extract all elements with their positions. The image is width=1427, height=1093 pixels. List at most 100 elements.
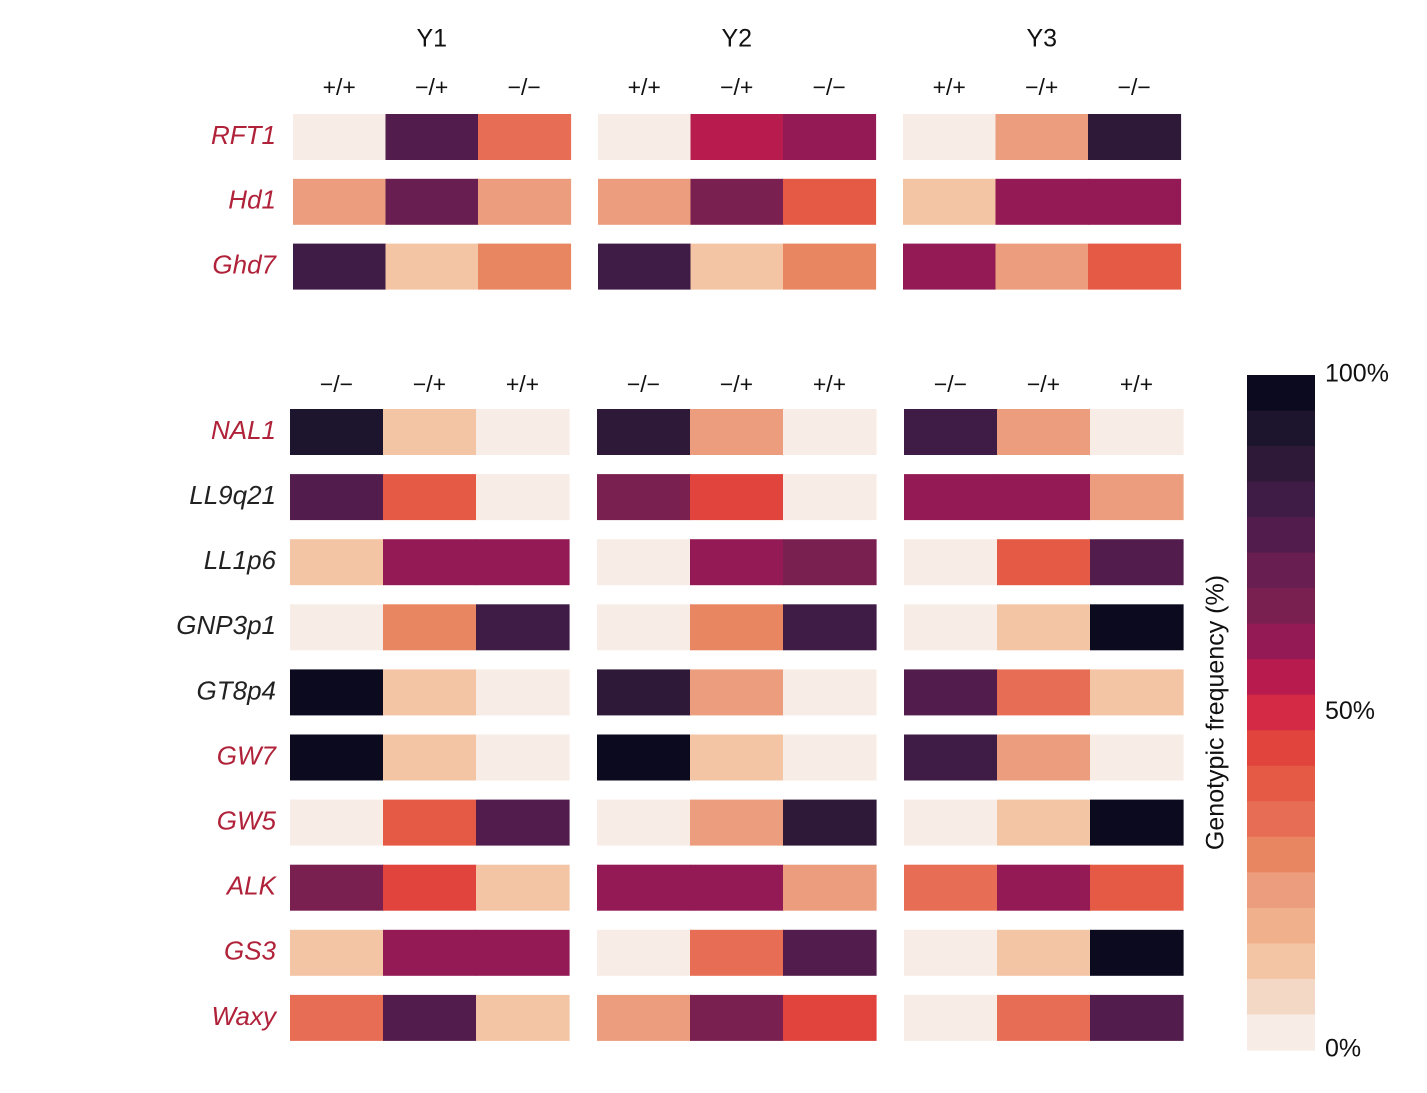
heatmap-cell	[783, 539, 877, 585]
heatmap-cell	[478, 179, 571, 225]
genotype-label: +/+	[813, 371, 846, 397]
heatmap-cell	[1090, 735, 1184, 781]
color-scale-legend: 100% 50% 0% Genotypic frequency (%)	[1202, 360, 1389, 1063]
color-scale-segment	[1247, 553, 1315, 589]
heatmap-cell	[690, 800, 784, 846]
heatmap-cell	[1088, 244, 1181, 290]
color-scale-tick-label: 0%	[1325, 1035, 1361, 1063]
heatmap-cell	[783, 409, 877, 455]
year-label: Y1	[416, 25, 447, 53]
heatmap-cell	[997, 865, 1091, 911]
heatmap-cell	[690, 669, 784, 715]
heatmap-cell	[597, 539, 691, 585]
heatmap-cell	[293, 179, 386, 225]
heatmap-cell	[386, 179, 479, 225]
heatmap-cell	[597, 409, 691, 455]
heatmap-cell	[783, 995, 877, 1041]
heatmap-cell	[290, 735, 384, 781]
heatmap-cell	[691, 244, 784, 290]
heatmap-cell	[1090, 474, 1184, 520]
heatmap-cell	[783, 474, 877, 520]
heatmap-cell	[1090, 539, 1184, 585]
gene-label: GW5	[217, 805, 277, 835]
genotype-label: −/+	[1025, 74, 1058, 100]
heatmap-cell	[1090, 930, 1184, 976]
heatmap-cell	[1090, 409, 1184, 455]
heatmap-cell	[996, 114, 1089, 160]
heatmap-cell	[904, 995, 998, 1041]
heatmap-cell	[290, 604, 384, 650]
gene-label: Hd1	[228, 185, 276, 215]
heatmap-cell	[383, 735, 477, 781]
heatmap-cell	[783, 800, 877, 846]
year-label: Y2	[721, 25, 752, 53]
heatmap-cell	[290, 865, 384, 911]
heatmap-cell	[597, 669, 691, 715]
gene-label: LL9q21	[189, 480, 276, 510]
heatmap-cell	[903, 114, 996, 160]
color-scale-segment	[1247, 411, 1315, 447]
heatmap-cell	[386, 244, 479, 290]
heatmap-cell	[690, 735, 784, 781]
genotype-label: +/+	[933, 74, 966, 100]
heatmap-cell	[904, 409, 998, 455]
heatmap-cell	[293, 244, 386, 290]
genotype-label: −/−	[508, 74, 541, 100]
heatmap-cell	[691, 179, 784, 225]
heatmap-cell	[478, 244, 571, 290]
genotype-label: −/+	[720, 371, 753, 397]
heatmap-cell	[1088, 179, 1181, 225]
genotype-label: −/+	[415, 74, 448, 100]
heatmap-cell	[383, 604, 477, 650]
heatmap-cell	[690, 930, 784, 976]
genotype-label: +/+	[323, 74, 356, 100]
heatmap-cell	[903, 244, 996, 290]
color-scale-axis-title: Genotypic frequency (%)	[1202, 575, 1230, 850]
heatmap-cell	[904, 800, 998, 846]
color-scale-segment	[1247, 837, 1315, 873]
gene-label: GT8p4	[197, 675, 277, 705]
heatmap-cell	[997, 409, 1091, 455]
heatmap-cell	[290, 995, 384, 1041]
heatmap-cell	[904, 865, 998, 911]
genotype-label: −/+	[720, 74, 753, 100]
heatmap-cell	[690, 474, 784, 520]
color-scale-segment	[1247, 766, 1315, 802]
heatmap-cell	[783, 244, 876, 290]
color-scale-tick-label: 50%	[1325, 697, 1375, 725]
heatmap-cell	[597, 930, 691, 976]
color-scale-segment	[1247, 872, 1315, 908]
heatmap-cell	[690, 539, 784, 585]
gene-label: GW7	[217, 740, 278, 770]
heatmap-cell	[997, 735, 1091, 781]
heatmap-cell	[597, 865, 691, 911]
color-scale-segment	[1247, 695, 1315, 731]
gene-label: Waxy	[211, 1001, 278, 1031]
heatmap-cell	[383, 995, 477, 1041]
bottom-heatmap-panel: −/− −/+ +/+ −/− −/+ +/+ −/− −/+ +/+ NAL1 LL9q21 LL1…	[176, 371, 1183, 1041]
color-scale-segment	[1247, 624, 1315, 660]
heatmap-cell	[476, 539, 570, 585]
heatmap-cell	[383, 865, 477, 911]
heatmap-cell	[597, 800, 691, 846]
heatmap-cell	[386, 114, 479, 160]
genotype-label: −/+	[1027, 371, 1060, 397]
color-scale-segment	[1247, 659, 1315, 695]
color-scale-segment	[1247, 730, 1315, 766]
heatmap-cell	[1088, 114, 1181, 160]
heatmap-cell	[290, 409, 384, 455]
heatmap-cell	[476, 735, 570, 781]
heatmap-cell	[598, 179, 691, 225]
heatmap-cell	[1090, 604, 1184, 650]
color-scale-segment	[1247, 517, 1315, 553]
heatmap-cell	[476, 865, 570, 911]
heatmap-cell	[383, 800, 477, 846]
heatmap-cell	[997, 539, 1091, 585]
genotype-label: −/+	[413, 371, 446, 397]
heatmap-cell	[1090, 800, 1184, 846]
heatmap-cell	[476, 930, 570, 976]
heatmap-cell	[904, 669, 998, 715]
color-scale-segment	[1247, 446, 1315, 482]
heatmap-cell	[293, 114, 386, 160]
